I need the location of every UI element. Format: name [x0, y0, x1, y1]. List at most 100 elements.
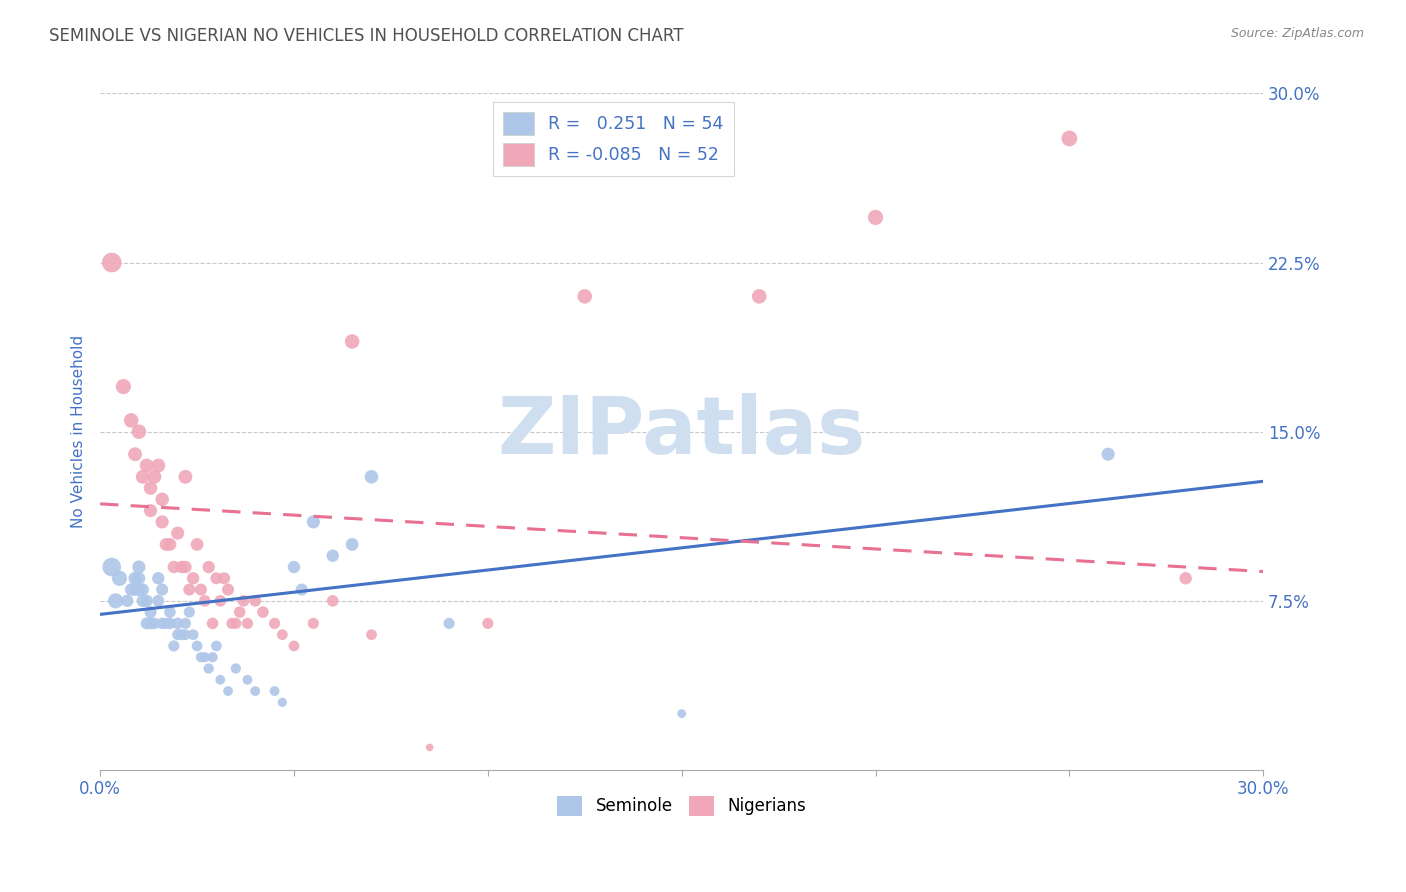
Point: [128, 560, 150, 574]
Point: [245, 594, 267, 608]
Point: [194, 594, 217, 608]
Point: [291, 582, 314, 597]
Point: [135, 458, 157, 473]
Point: [120, 413, 142, 427]
Point: [124, 447, 146, 461]
Point: [132, 594, 155, 608]
Point: [271, 628, 294, 642]
Point: [108, 571, 131, 585]
Point: [217, 582, 239, 597]
Point: [419, 740, 441, 755]
Point: [148, 594, 170, 608]
Point: [209, 673, 232, 687]
Point: [236, 673, 259, 687]
Point: [221, 616, 243, 631]
Point: [302, 616, 325, 631]
Point: [159, 537, 181, 551]
Point: [181, 628, 204, 642]
Point: [340, 537, 363, 551]
Point: [225, 661, 247, 675]
Point: [150, 492, 173, 507]
Point: [197, 560, 219, 574]
Point: [263, 684, 285, 698]
Y-axis label: No Vehicles in Household: No Vehicles in Household: [72, 335, 86, 528]
Point: [150, 515, 173, 529]
Point: [671, 706, 693, 721]
Point: [155, 537, 177, 551]
Point: [163, 560, 186, 574]
Point: [139, 503, 162, 517]
Point: [437, 616, 460, 631]
Text: Source: ZipAtlas.com: Source: ZipAtlas.com: [1230, 27, 1364, 40]
Point: [181, 571, 204, 585]
Point: [170, 628, 193, 642]
Point: [135, 594, 157, 608]
Point: [159, 605, 181, 619]
Point: [124, 571, 146, 585]
Point: [340, 334, 363, 349]
Point: [748, 289, 770, 303]
Point: [360, 470, 382, 484]
Point: [100, 255, 122, 269]
Point: [1059, 131, 1081, 145]
Point: [124, 582, 146, 597]
Point: [283, 639, 305, 653]
Point: [283, 560, 305, 574]
Point: [159, 616, 181, 631]
Point: [271, 695, 294, 709]
Point: [322, 594, 344, 608]
Point: [128, 425, 150, 439]
Point: [150, 582, 173, 597]
Point: [186, 639, 208, 653]
Legend: Seminole, Nigerians: Seminole, Nigerians: [550, 789, 813, 822]
Point: [143, 616, 166, 631]
Point: [201, 650, 224, 665]
Point: [104, 594, 127, 608]
Point: [166, 616, 188, 631]
Point: [186, 537, 208, 551]
Point: [166, 628, 188, 642]
Point: [477, 616, 499, 631]
Point: [194, 650, 217, 665]
Point: [117, 594, 139, 608]
Point: [132, 582, 155, 597]
Point: [360, 628, 382, 642]
Point: [205, 571, 228, 585]
Point: [179, 582, 201, 597]
Point: [132, 470, 155, 484]
Point: [179, 605, 201, 619]
Point: [197, 661, 219, 675]
Point: [574, 289, 596, 303]
Point: [190, 582, 212, 597]
Point: [174, 560, 197, 574]
Point: [100, 560, 122, 574]
Point: [322, 549, 344, 563]
Point: [232, 594, 254, 608]
Point: [166, 526, 188, 541]
Point: [217, 684, 239, 698]
Point: [225, 616, 247, 631]
Point: [228, 605, 250, 619]
Point: [252, 605, 274, 619]
Point: [148, 458, 170, 473]
Point: [155, 616, 177, 631]
Point: [865, 211, 887, 225]
Point: [201, 616, 224, 631]
Point: [128, 582, 150, 597]
Point: [139, 481, 162, 495]
Point: [128, 571, 150, 585]
Point: [190, 650, 212, 665]
Point: [174, 616, 197, 631]
Point: [120, 582, 142, 597]
Point: [209, 594, 232, 608]
Point: [263, 616, 285, 631]
Point: [174, 470, 197, 484]
Point: [135, 616, 157, 631]
Point: [212, 571, 235, 585]
Point: [139, 616, 162, 631]
Text: SEMINOLE VS NIGERIAN NO VEHICLES IN HOUSEHOLD CORRELATION CHART: SEMINOLE VS NIGERIAN NO VEHICLES IN HOUS…: [49, 27, 683, 45]
Point: [139, 605, 162, 619]
Point: [112, 379, 135, 393]
Text: ZIPatlas: ZIPatlas: [498, 392, 866, 471]
Point: [150, 616, 173, 631]
